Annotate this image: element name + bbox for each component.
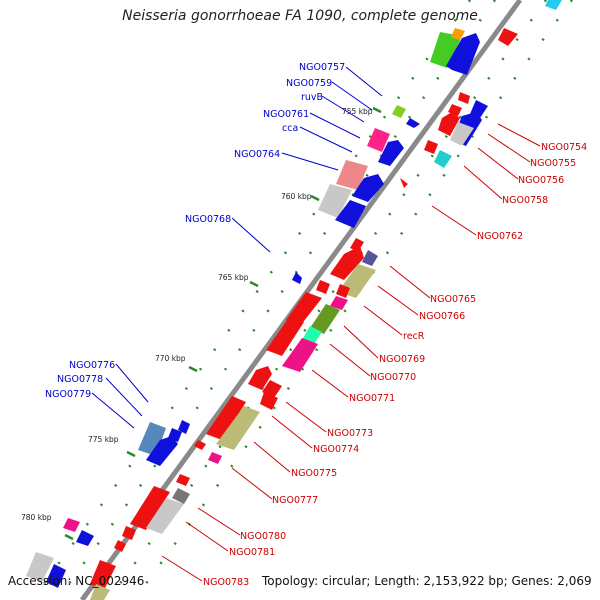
accession-text: Accession: NC_002946	[8, 574, 145, 588]
gene-feature[interactable]	[292, 272, 302, 284]
gene-feature[interactable]	[438, 112, 460, 136]
gene-feature[interactable]	[63, 518, 80, 532]
gene-label[interactable]: NGO0779	[45, 389, 91, 400]
gene-label[interactable]: cca	[282, 123, 298, 134]
scale-label-755: 755 kbp	[342, 107, 373, 116]
gene-label[interactable]: ruvB	[301, 92, 323, 103]
gene-label[interactable]: NGO0756	[518, 175, 564, 186]
gene-feature[interactable]	[90, 560, 116, 590]
gene-label[interactable]: recR	[403, 331, 425, 342]
gene-feature[interactable]	[446, 33, 480, 75]
gene-label[interactable]: NGO0768	[185, 214, 231, 225]
scale-label-765: 765 kbp	[218, 273, 249, 282]
gene-feature[interactable]	[498, 28, 518, 46]
gene-label[interactable]: NGO0770	[370, 372, 416, 383]
gene-feature[interactable]	[330, 246, 364, 280]
gene-feature[interactable]	[114, 540, 126, 552]
gene-feature[interactable]	[392, 105, 406, 118]
gene-label[interactable]: NGO0778	[57, 374, 103, 385]
gene-label[interactable]: NGO0765	[430, 294, 476, 305]
gene-feature[interactable]	[168, 428, 182, 442]
gene-feature[interactable]	[335, 200, 366, 228]
map-title: Neisseria gonorrhoeae FA 1090, complete …	[122, 8, 478, 24]
gene-feature[interactable]	[350, 238, 364, 252]
gene-label[interactable]: NGO0755	[530, 158, 576, 169]
gene-feature[interactable]	[172, 488, 190, 504]
gene-feature[interactable]	[330, 296, 348, 310]
gene-feature[interactable]	[194, 440, 206, 450]
gene-feature[interactable]	[318, 184, 352, 218]
gene-feature[interactable]	[336, 160, 368, 190]
gene-label[interactable]: NGO0771	[349, 393, 395, 404]
scale-label-775: 775 kbp	[88, 435, 119, 444]
gene-label[interactable]: NGO0777	[272, 495, 318, 506]
gene-label[interactable]: NGO0780	[240, 531, 286, 542]
gene-label[interactable]: NGO0766	[419, 311, 465, 322]
gene-feature[interactable]	[400, 178, 408, 188]
gene-label[interactable]: NGO0754	[541, 142, 587, 153]
gene-feature[interactable]	[362, 250, 378, 266]
gene-label[interactable]: NGO0781	[229, 547, 275, 558]
genome-summary-text: Topology: circular; Length: 2,153,922 bp…	[262, 574, 592, 588]
gene-feature[interactable]	[458, 92, 470, 104]
gene-feature[interactable]	[216, 406, 260, 450]
gene-label[interactable]: NGO0757	[299, 62, 345, 73]
scale-label-780: 780 kbp	[21, 513, 52, 522]
gene-feature[interactable]	[367, 128, 390, 152]
gene-feature[interactable]	[122, 526, 136, 540]
gene-feature[interactable]	[46, 564, 66, 588]
gene-label[interactable]: NGO0761	[263, 109, 309, 120]
gene-feature[interactable]	[336, 284, 350, 298]
gene-feature[interactable]	[424, 140, 438, 154]
gene-feature[interactable]	[316, 280, 330, 294]
genes-reverse	[90, 28, 518, 600]
gene-feature[interactable]	[248, 366, 272, 390]
gene-feature[interactable]	[302, 326, 322, 344]
gene-feature[interactable]	[206, 396, 246, 440]
gene-labels-lower: NGO0754 NGO0755 NGO0756 NGO0758 NGO0762 …	[203, 142, 587, 588]
gene-label[interactable]: NGO0776	[69, 360, 115, 371]
gene-feature[interactable]	[266, 316, 304, 356]
gene-label[interactable]: NGO0774	[313, 444, 359, 455]
gene-feature[interactable]	[176, 474, 190, 486]
gene-feature[interactable]	[146, 498, 184, 534]
leader-lines-lower	[161, 123, 541, 582]
gene-feature[interactable]	[76, 530, 94, 546]
gene-label[interactable]: NGO0764	[234, 149, 280, 160]
gene-feature[interactable]	[545, 0, 562, 10]
gene-feature[interactable]	[378, 140, 404, 166]
gene-label[interactable]: NGO0775	[291, 468, 337, 479]
gene-label[interactable]: NGO0783	[203, 577, 249, 588]
scale-label-760: 760 kbp	[281, 192, 312, 201]
gene-label[interactable]: NGO0762	[477, 231, 523, 242]
gene-label[interactable]: NGO0769	[379, 354, 425, 365]
gene-feature[interactable]	[406, 118, 420, 128]
gene-feature[interactable]	[260, 392, 278, 410]
scale-ticks	[64, 106, 382, 541]
gene-feature[interactable]	[282, 338, 318, 372]
gene-label[interactable]: NGO0759	[286, 78, 332, 89]
gene-feature[interactable]	[208, 452, 222, 464]
gene-label[interactable]: NGO0773	[327, 428, 373, 439]
scale-label-770: 770 kbp	[155, 354, 186, 363]
gene-feature[interactable]	[90, 584, 110, 600]
genes-forward	[26, 0, 562, 588]
gene-feature[interactable]	[451, 28, 465, 40]
gene-feature[interactable]	[26, 552, 54, 582]
gene-feature[interactable]	[130, 486, 170, 530]
gene-feature[interactable]	[434, 150, 452, 168]
gene-feature[interactable]	[178, 420, 190, 434]
gene-feature[interactable]	[146, 436, 178, 466]
gene-label[interactable]: NGO0758	[502, 195, 548, 206]
gene-feature[interactable]	[352, 174, 384, 202]
gene-feature[interactable]	[450, 122, 474, 146]
gene-labels-upper: NGO0757 NGO0759 ruvB NGO0761 cca NGO0764…	[45, 62, 345, 400]
gene-feature[interactable]	[286, 292, 322, 326]
gene-feature[interactable]	[310, 304, 340, 334]
leader-lines-upper	[91, 66, 383, 429]
gene-feature[interactable]	[430, 32, 462, 68]
